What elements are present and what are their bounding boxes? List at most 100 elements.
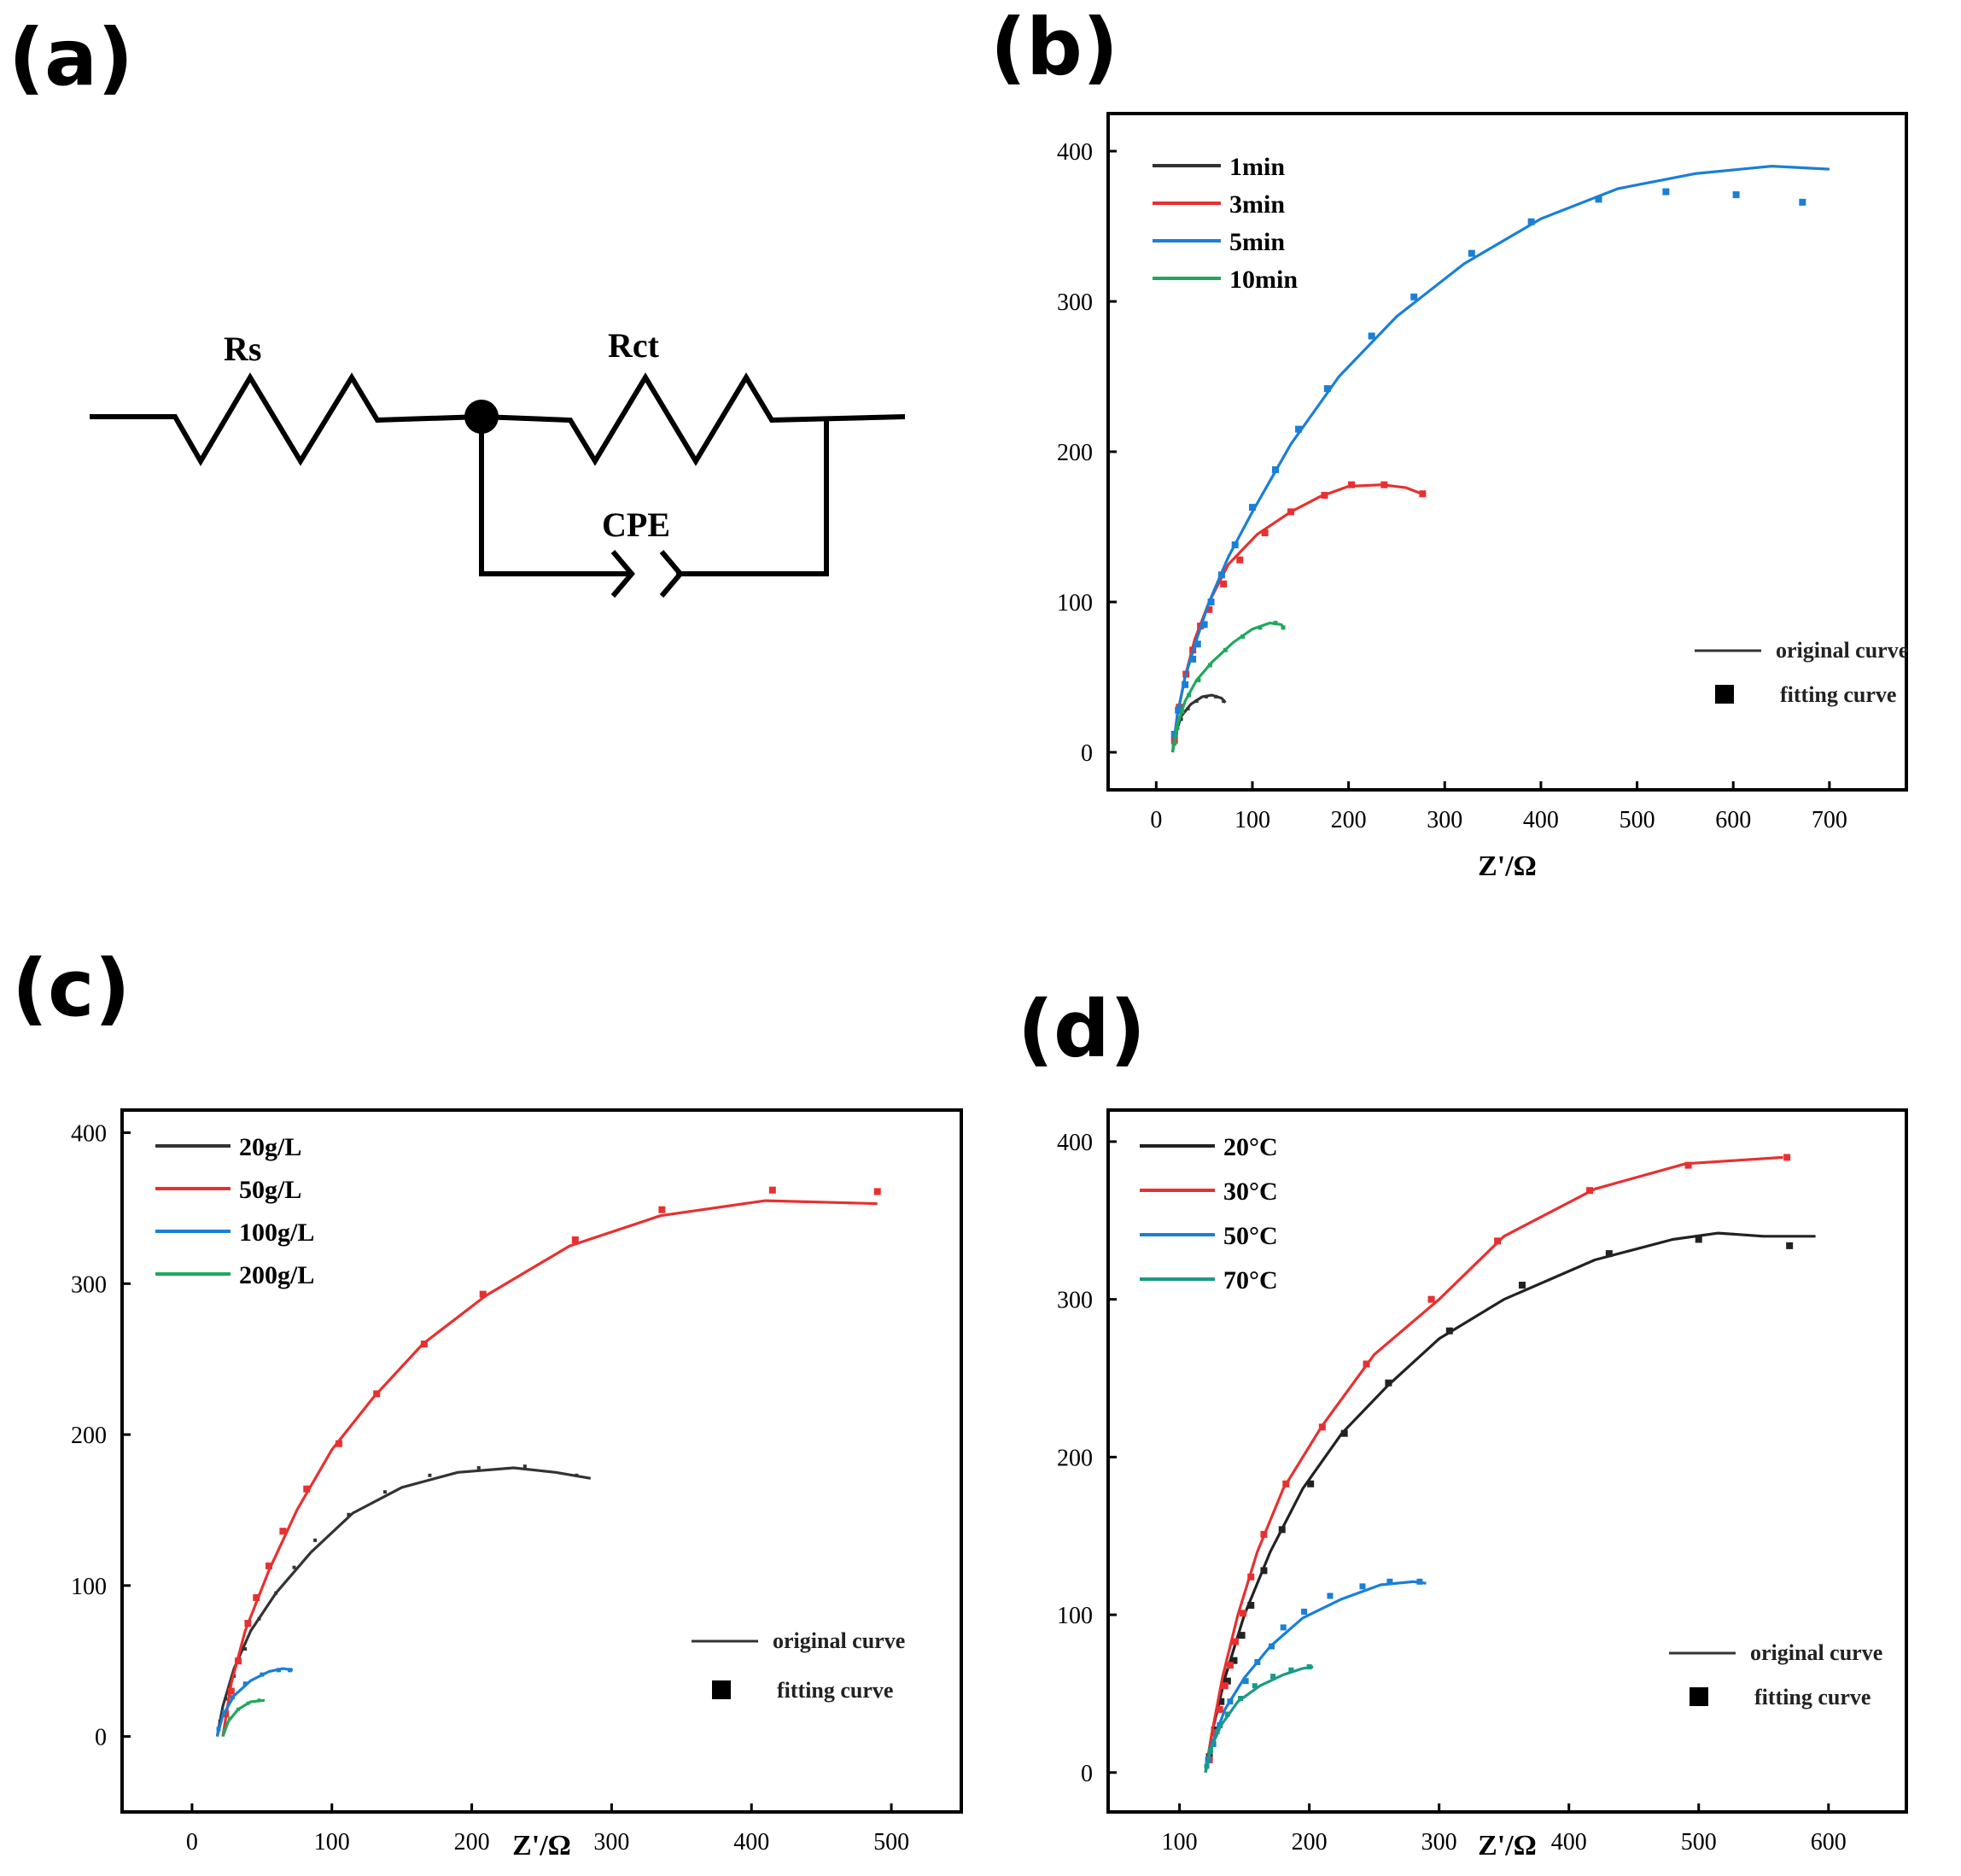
series-100g/L <box>215 1667 294 1738</box>
y-tick-label: 200 <box>1057 1445 1093 1471</box>
y-tick-label: 200 <box>71 1423 107 1449</box>
x-tick-label: 0 <box>1150 807 1162 833</box>
note-marker-swatch <box>712 1680 731 1699</box>
data-point <box>216 1727 221 1732</box>
data-point <box>383 1490 388 1494</box>
data-point <box>1494 1237 1502 1245</box>
y-tick-label: 400 <box>1057 1130 1093 1156</box>
data-point <box>1327 1593 1334 1599</box>
data-point <box>1196 678 1201 683</box>
x-tick-label: 200 <box>1292 1829 1328 1856</box>
data-point <box>224 1697 228 1701</box>
data-point <box>1261 529 1269 537</box>
data-point <box>1385 1379 1392 1387</box>
data-point <box>1273 621 1278 626</box>
x-tick-label: 600 <box>1811 1829 1847 1856</box>
data-point <box>1786 1242 1794 1249</box>
legend-label: 1min <box>1229 153 1285 181</box>
data-point <box>234 1657 242 1665</box>
y-tick-label: 100 <box>71 1574 107 1600</box>
data-point <box>1175 726 1180 731</box>
data-point <box>1605 1250 1613 1258</box>
plot-frame <box>1106 1108 1908 1814</box>
data-point <box>1288 1667 1294 1673</box>
data-point <box>1419 490 1427 498</box>
legend-label: 50g/L <box>239 1176 301 1204</box>
data-point <box>1518 1282 1526 1289</box>
data-point <box>1221 1682 1229 1690</box>
series-70°C <box>1204 1664 1314 1774</box>
data-point <box>768 1186 776 1194</box>
data-point <box>1272 466 1280 474</box>
note-fitting-curve: fitting curve <box>777 1678 893 1703</box>
series-20°C <box>1204 1231 1816 1774</box>
data-point <box>1200 621 1208 628</box>
data-point <box>1204 1763 1210 1769</box>
equivalent-circuit-diagram: Rs Rct CPE <box>90 326 906 598</box>
plot-frame <box>120 1108 963 1814</box>
data-point <box>1306 1664 1312 1670</box>
circuit-node <box>464 400 499 434</box>
data-point <box>279 1528 287 1535</box>
x-tick-label: 200 <box>1331 807 1367 833</box>
panel-label-d: (d) <box>1018 984 1146 1075</box>
y-tick-label: 400 <box>1057 139 1093 166</box>
data-point <box>257 1698 261 1703</box>
data-point <box>1175 706 1182 714</box>
data-point <box>1783 1154 1791 1161</box>
data-point <box>1307 1480 1315 1487</box>
y-tick-label: 200 <box>1057 440 1093 466</box>
data-point <box>1179 717 1183 722</box>
data-point <box>1211 1729 1218 1737</box>
data-point <box>303 1485 311 1493</box>
x-tick-label: 100 <box>314 1829 350 1856</box>
panel-label-b: (b) <box>990 2 1118 93</box>
data-point <box>230 1695 235 1700</box>
data-point <box>1695 1236 1702 1243</box>
x-tick-label: 400 <box>1551 1829 1587 1856</box>
label-rct: Rct <box>608 326 660 365</box>
data-point <box>1238 1632 1246 1639</box>
x-axis-title: Z'/Ω <box>1478 850 1537 882</box>
series-10min <box>1170 621 1286 753</box>
y-tick-label: 300 <box>1057 1288 1093 1314</box>
data-point <box>476 1465 481 1470</box>
data-point <box>1204 694 1208 698</box>
series-200g/L <box>221 1698 266 1738</box>
data-point <box>1240 1610 1247 1617</box>
data-point <box>1216 1705 1223 1713</box>
data-point <box>1208 1747 1214 1753</box>
data-point <box>1799 198 1806 206</box>
data-point <box>335 1440 342 1447</box>
note-fitting-curve: fitting curve <box>1780 682 1896 707</box>
y-tick-label: 100 <box>1057 1603 1093 1629</box>
y-tick-label: 0 <box>1081 740 1093 767</box>
legend-label: 200g/L <box>239 1261 314 1289</box>
data-point <box>253 1593 260 1601</box>
data-point <box>276 1668 281 1673</box>
data-point <box>1231 541 1239 549</box>
data-point <box>1260 1530 1268 1538</box>
data-point <box>1368 332 1375 340</box>
data-point <box>222 1728 226 1733</box>
note-marker-swatch <box>1715 685 1734 704</box>
x-axis-title: Z'/Ω <box>1478 1830 1537 1861</box>
data-point <box>1527 218 1535 225</box>
series-line <box>1204 1665 1314 1774</box>
data-point <box>479 1290 487 1298</box>
data-point <box>1254 1659 1261 1666</box>
data-point <box>1340 1429 1348 1437</box>
data-point <box>1223 647 1228 652</box>
data-point <box>1280 1624 1287 1631</box>
data-point <box>1180 709 1185 714</box>
data-point <box>1238 1696 1244 1702</box>
legend-label: 100g/L <box>239 1219 314 1247</box>
series-line <box>1204 1231 1816 1774</box>
data-point <box>1214 1728 1220 1734</box>
data-point <box>1468 249 1475 257</box>
data-point <box>373 1390 381 1398</box>
note-original-curve: original curve <box>1750 1640 1882 1665</box>
data-point <box>243 1647 248 1651</box>
data-point <box>1323 385 1331 393</box>
